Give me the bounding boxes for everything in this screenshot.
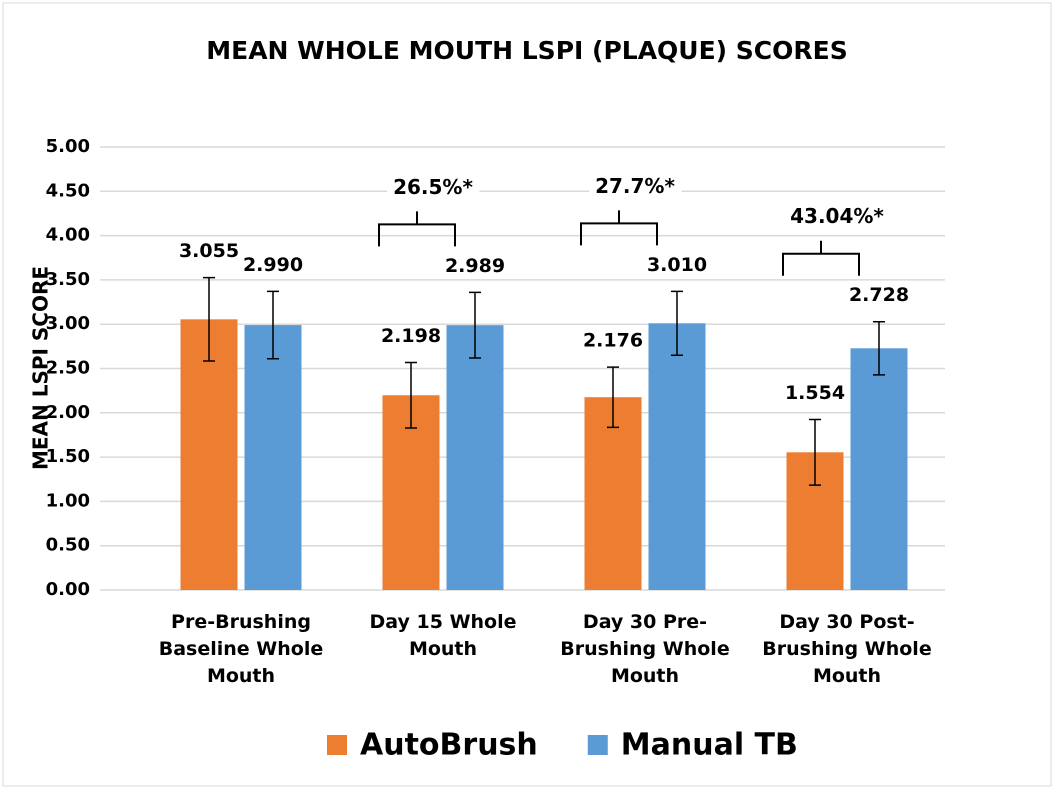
value-label: 2.198	[381, 325, 441, 347]
error-bar	[671, 290, 683, 356]
error-bar	[809, 418, 821, 486]
annotation-bg	[387, 172, 480, 201]
y-tick-label: 5.00	[46, 136, 90, 157]
error-bar	[203, 276, 215, 362]
annotation: 43.04%*	[790, 204, 884, 228]
legend-label: AutoBrush	[360, 728, 538, 763]
error-bar	[267, 290, 279, 360]
value-label: 3.055	[179, 240, 239, 262]
error-bar	[469, 291, 481, 359]
y-tick-label: 2.00	[46, 402, 90, 423]
x-tick-label: Pre-Brushing Baseline Whole Mouth	[158, 611, 324, 687]
y-tick-label: 4.00	[46, 225, 90, 246]
value-label: 2.990	[243, 254, 303, 276]
y-tick-label: 3.00	[46, 313, 90, 334]
value-label: 2.989	[445, 255, 505, 277]
error-bar	[405, 361, 417, 429]
bracket	[378, 211, 456, 247]
y-tick-label: 3.50	[46, 269, 90, 290]
legend-swatch	[327, 735, 347, 755]
value-label: 2.728	[849, 284, 909, 306]
annotation: 27.7%*	[595, 174, 675, 198]
y-axis-label: MEAN LSPI SCORE	[29, 266, 53, 470]
x-tick-label: Day 30 Post- Brushing Whole Mouth	[762, 611, 932, 687]
error-bar	[873, 320, 885, 376]
annotation: 26.5%*	[393, 175, 473, 199]
annotation-bg	[784, 202, 891, 231]
bracket	[782, 240, 860, 276]
x-tick-label: Day 15 Whole Mouth	[369, 611, 517, 660]
bar	[180, 319, 238, 590]
legend-label: Manual TB	[621, 728, 798, 763]
value-label: 3.010	[647, 254, 707, 276]
y-tick-label: 4.50	[46, 180, 90, 201]
value-label: 1.554	[785, 382, 845, 404]
bar	[648, 323, 706, 590]
bar	[244, 325, 302, 590]
bar	[850, 348, 908, 590]
error-bar	[607, 366, 619, 429]
y-tick-label: 1.00	[46, 490, 90, 511]
bar	[584, 397, 642, 590]
y-tick-label: 2.50	[46, 358, 90, 379]
value-label: 2.176	[583, 330, 643, 352]
bar	[446, 325, 504, 590]
chart-title: MEAN WHOLE MOUTH LSPI (PLAQUE) SCORES	[206, 36, 848, 65]
legend-swatch	[587, 735, 608, 755]
y-tick-label: 1.50	[46, 446, 90, 467]
bracket	[580, 210, 658, 246]
y-tick-label: 0.00	[46, 579, 90, 600]
annotation-bg	[589, 171, 682, 200]
x-tick-label: Day 30 Pre- Brushing Whole Mouth	[560, 611, 730, 687]
y-tick-label: 0.50	[46, 535, 90, 556]
